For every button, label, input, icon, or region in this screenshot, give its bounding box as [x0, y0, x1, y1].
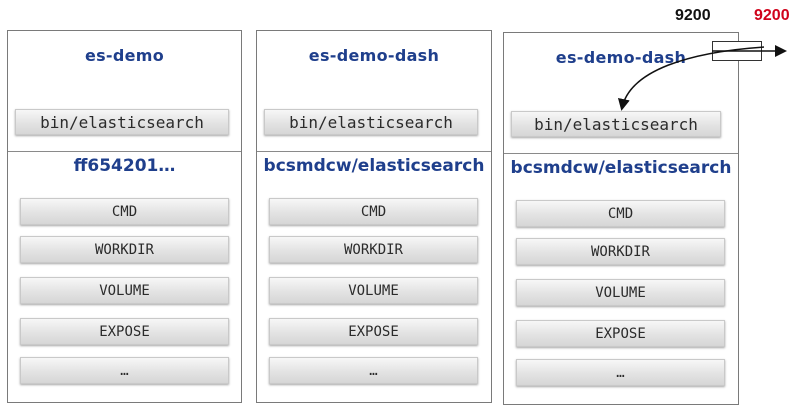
layer-volume-1: VOLUME: [20, 277, 229, 304]
container-command-1: bin/elasticsearch: [15, 109, 229, 135]
forward-arrow: [617, 46, 765, 111]
container-name-2: es-demo-dash: [308, 46, 440, 65]
layer-more-2: …: [269, 357, 478, 384]
layer-cmd-2: CMD: [269, 198, 478, 225]
image-name-2: bcsmdcw/elasticsearch: [263, 156, 485, 176]
layer-expose-2: EXPOSE: [269, 318, 478, 345]
container-command-2: bin/elasticsearch: [264, 109, 478, 135]
layer-volume-2: VOLUME: [269, 277, 478, 304]
container-panel-3: es-demo-dash bin/elasticsearch bcsmdcw/e…: [503, 32, 739, 405]
host-port-label: 9200: [754, 7, 790, 24]
container-layer-1: es-demo bin/elasticsearch: [8, 31, 241, 152]
container-panel-1: es-demo bin/elasticsearch ff654201… CMD …: [7, 30, 242, 403]
image-name-1: ff654201…: [73, 156, 176, 176]
container-panel-2: es-demo-dash bin/elasticsearch bcsmdcw/e…: [256, 30, 492, 403]
image-name-3: bcsmdcw/elasticsearch: [510, 158, 732, 178]
container-layer-2: es-demo-dash bin/elasticsearch: [257, 31, 491, 152]
layer-more-1: …: [20, 357, 229, 384]
layer-workdir-3: WORKDIR: [516, 238, 725, 265]
layer-cmd-3: CMD: [516, 200, 725, 227]
layer-volume-3: VOLUME: [516, 279, 725, 306]
layer-cmd-1: CMD: [20, 198, 229, 225]
layer-more-3: …: [516, 359, 725, 386]
layer-expose-3: EXPOSE: [516, 320, 725, 347]
layer-expose-1: EXPOSE: [20, 318, 229, 345]
container-port-label: 9200: [675, 7, 711, 24]
layer-workdir-2: WORKDIR: [269, 236, 478, 263]
container-name-1: es-demo: [84, 46, 165, 65]
container-layer-3: es-demo-dash bin/elasticsearch: [504, 33, 738, 154]
layer-workdir-1: WORKDIR: [20, 236, 229, 263]
container-command-3: bin/elasticsearch: [511, 111, 721, 137]
container-name-3: es-demo-dash: [555, 48, 687, 67]
